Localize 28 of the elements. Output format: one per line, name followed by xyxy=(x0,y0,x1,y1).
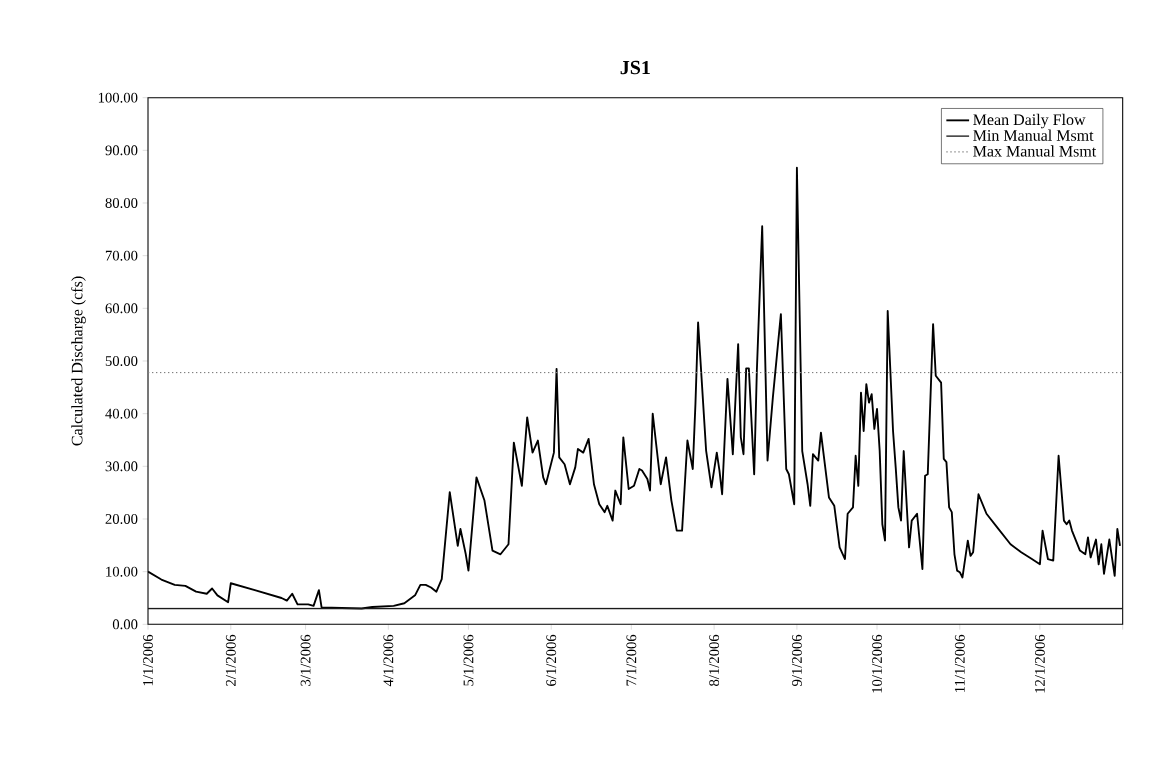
y-tick-label: 50.00 xyxy=(105,356,138,366)
x-tick-label: 9/1/2006 xyxy=(791,634,802,687)
y-axis-title: Calculated Discharge (cfs) xyxy=(71,276,86,446)
x-tick-label: 8/1/2006 xyxy=(709,634,720,686)
y-tick-label: 100.00 xyxy=(98,92,138,103)
y-tick-label: 10.00 xyxy=(106,566,138,577)
y-tick-label: 70.00 xyxy=(105,250,138,261)
x-tick-label: 1/1/2006 xyxy=(143,634,153,686)
legend-label: Min Manual Msmt xyxy=(973,129,1094,141)
x-tick-label: 4/1/2006 xyxy=(383,634,394,687)
x-tick-label: 10/1/2006 xyxy=(872,634,882,693)
x-tick-label: 11/1/2006 xyxy=(954,634,965,693)
x-tick-label: 5/1/2006 xyxy=(463,634,474,686)
x-tick-label: 12/1/2006 xyxy=(1034,634,1045,693)
x-tick-label: 2/1/2006 xyxy=(225,634,236,686)
y-tick-label: 80.00 xyxy=(105,198,138,208)
x-tick-label: 6/1/2006 xyxy=(546,634,557,686)
x-tick-label: 7/1/2006 xyxy=(626,634,637,686)
y-tick-label: 60.00 xyxy=(105,303,138,314)
y-tick-label: 40.00 xyxy=(105,408,138,419)
chart-title: JS1 xyxy=(620,60,650,75)
legend-label: Mean Daily Flow xyxy=(973,113,1086,129)
y-tick-label: 30.00 xyxy=(105,461,138,472)
y-tick-label: 90.00 xyxy=(105,145,138,156)
y-tick-label: 0.00 xyxy=(112,619,138,630)
y-tick-label: 20.00 xyxy=(105,514,138,524)
x-tick-label: 3/1/2006 xyxy=(300,634,311,686)
legend-label: Max Manual Msmt xyxy=(973,145,1097,157)
